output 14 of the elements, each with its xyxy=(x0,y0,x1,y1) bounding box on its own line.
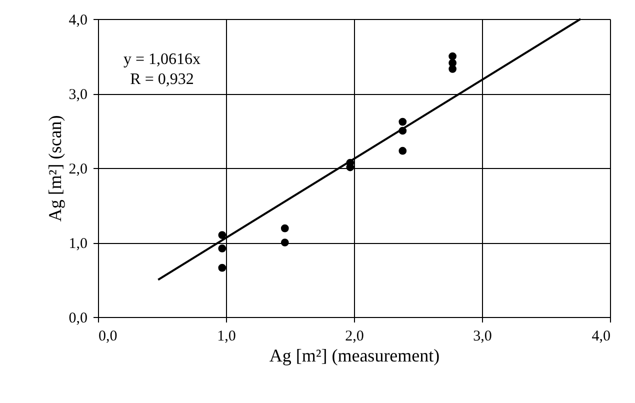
y-tick-label: 2,0 xyxy=(68,162,88,178)
y-tick-label: 4,0 xyxy=(68,12,88,28)
x-tick-label: 2,0 xyxy=(345,328,364,344)
annotation: R = 0,932 xyxy=(130,71,194,88)
x-axis-title: Ag [m²] (measurement) xyxy=(269,346,440,366)
x-tick-label: 3,0 xyxy=(473,328,492,344)
annotation: y = 1,0616x xyxy=(123,51,201,68)
y-tick-label: 1,0 xyxy=(68,236,88,252)
x-tick-label: 0,0 xyxy=(98,328,118,344)
y-tick-label: 0,0 xyxy=(68,310,88,326)
y-axis-title: Ag [m²] (scan) xyxy=(44,115,65,222)
y-tick-label: 3,0 xyxy=(68,87,88,103)
x-tick-label: 1,0 xyxy=(217,328,236,344)
x-tick-label: 4,0 xyxy=(592,328,610,344)
